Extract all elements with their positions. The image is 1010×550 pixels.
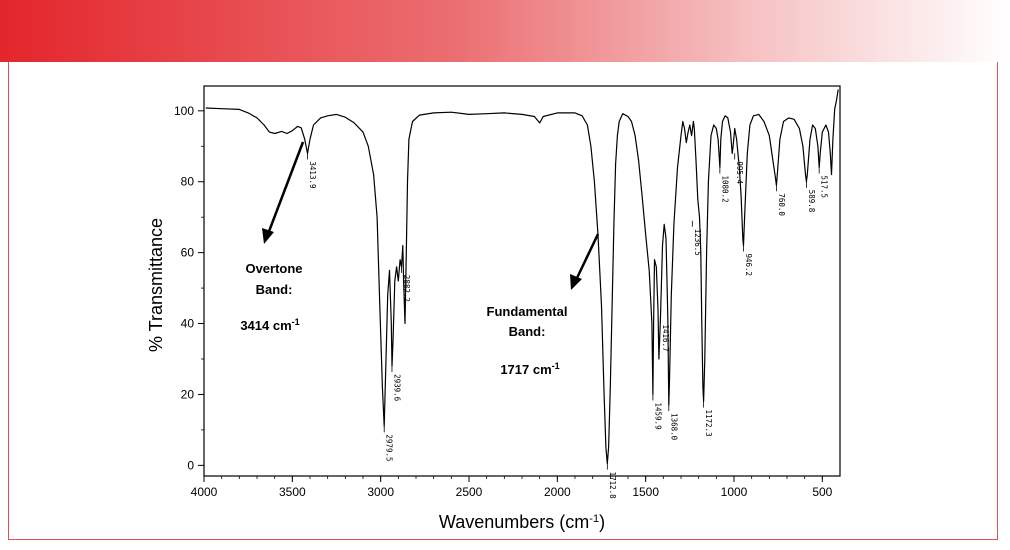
peak-label: 1080.2 <box>720 176 729 203</box>
figure-frame <box>8 62 998 540</box>
peak-label: 1712.8 <box>608 472 617 500</box>
x-tick-label: 3500 <box>279 485 306 499</box>
y-axis-ticks: 0 20 40 60 80 100 <box>174 104 204 472</box>
peak-label: 1172.3 <box>704 410 713 437</box>
x-axis-ticks: 4000 3500 3000 2500 2000 1500 1000 500 <box>191 476 833 499</box>
overtone-value: 3414 cm-1 <box>240 317 299 333</box>
peak-label: 1416.7 <box>661 325 670 352</box>
x-tick-label: 1000 <box>721 485 748 499</box>
y-tick-label: 20 <box>181 387 195 401</box>
x-tick-label: 2500 <box>456 485 483 499</box>
y-tick-label: 40 <box>181 317 195 331</box>
overtone-label-line-2: Band: <box>256 282 293 297</box>
peak-label: 1368.0 <box>669 413 678 441</box>
peak-label: 3413.9 <box>308 161 317 188</box>
fundamental-arrowhead <box>570 274 582 290</box>
x-tick-label: 500 <box>812 485 832 499</box>
overtone-label-line-1: Overtone <box>245 261 302 276</box>
x-tick-label: 4000 <box>191 485 218 499</box>
peak-label: 2939.6 <box>393 374 402 402</box>
fundamental-label-line-2: Band: <box>509 324 546 339</box>
x-tick-label: 1500 <box>632 485 659 499</box>
peak-label: 2882.2 <box>402 275 411 302</box>
y-tick-label: 80 <box>181 175 195 189</box>
y-tick-label: 60 <box>181 246 195 260</box>
peak-labels: 3413.9 2979.5 2939.6 2882.2 1712.8 1459.9 1416… <box>307 153 829 500</box>
overtone-arrow <box>266 141 305 235</box>
fundamental-arrow <box>575 233 600 279</box>
peak-label: 589.8 <box>807 190 816 213</box>
overtone-annotation: Overtone Band: 3414 cm-1 <box>240 141 305 333</box>
x-tick-label: 2000 <box>544 485 571 499</box>
fundamental-value: 1717 cm-1 <box>500 361 559 377</box>
x-axis-title: Wavenumbers (cm-1) <box>439 512 605 532</box>
peak-label: 1459.9 <box>653 403 662 430</box>
header-banner <box>0 0 1010 62</box>
peak-label: 1236.5 <box>693 229 702 256</box>
y-tick-label: 0 <box>187 458 194 472</box>
overtone-arrowhead <box>262 228 274 244</box>
peak-label: 760.0 <box>777 193 786 216</box>
peak-label: 517.5 <box>820 176 829 199</box>
fundamental-annotation: Fundamental Band: 1717 cm-1 <box>487 233 600 377</box>
peak-label: 946.2 <box>744 254 753 277</box>
peak-label: 995.4 <box>735 161 744 184</box>
spectrum-line <box>205 89 839 465</box>
plot-frame <box>203 85 841 477</box>
fundamental-label-line-1: Fundamental <box>487 304 568 319</box>
peak-label: 2979.5 <box>385 434 394 461</box>
x-tick-label: 3000 <box>367 485 394 499</box>
y-tick-label: 100 <box>174 104 194 118</box>
plot-area <box>203 85 841 477</box>
y-axis-title: % Transmittance <box>146 218 166 352</box>
